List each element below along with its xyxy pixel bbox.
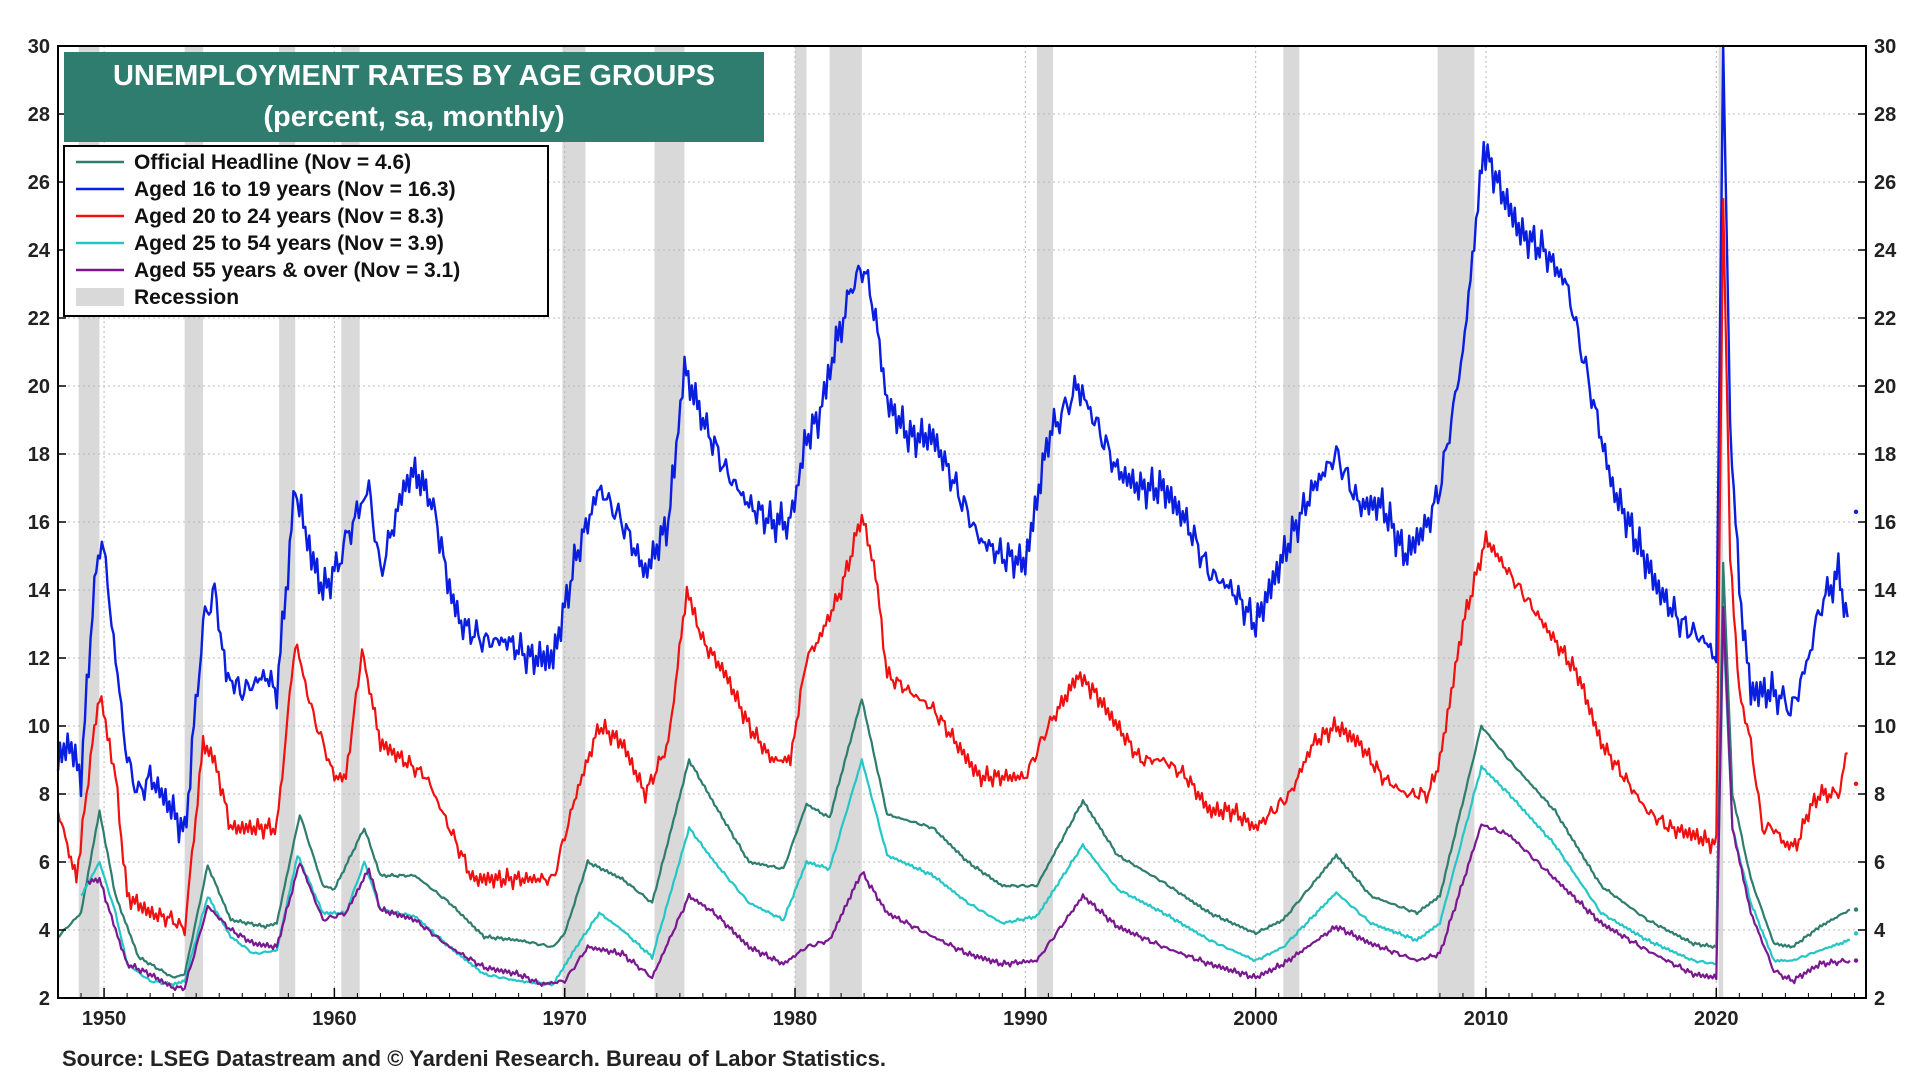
- y-tick-label-left: 4: [39, 920, 51, 942]
- series-line-2: [56, 197, 1848, 937]
- source-note: Source: LSEG Datastream and © Yardeni Re…: [62, 1046, 886, 1071]
- legend-label: Aged 20 to 24 years (Nov = 8.3): [134, 205, 444, 228]
- title-box: UNEMPLOYMENT RATES BY AGE GROUPS (percen…: [64, 52, 764, 142]
- legend: Official Headline (Nov = 4.6) Aged 16 to …: [63, 145, 549, 317]
- y-tick-label-right: 12: [1874, 648, 1896, 670]
- y-tick-label-right: 18: [1874, 444, 1896, 466]
- y-tick-label-left: 24: [28, 240, 51, 262]
- y-tick-label-left: 2: [39, 988, 50, 1010]
- y-tick-label-left: 28: [28, 104, 50, 126]
- y-tick-label-left: 20: [28, 376, 50, 398]
- legend-label: Recession: [134, 286, 239, 309]
- y-tick-label-right: 2: [1874, 988, 1885, 1010]
- series-line-4: [86, 605, 1851, 992]
- y-tick-label-right: 26: [1874, 172, 1896, 194]
- end-marker: [1853, 958, 1859, 963]
- y-tick-label-right: 4: [1874, 920, 1886, 942]
- end-markers: [1853, 509, 1859, 963]
- legend-label: Aged 25 to 54 years (Nov = 3.9): [134, 232, 444, 255]
- x-tick-label: 1980: [773, 1008, 818, 1030]
- end-marker: [1853, 931, 1859, 936]
- legend-box: [63, 145, 549, 317]
- y-tick-label-left: 12: [28, 648, 50, 670]
- y-tick-label-right: 24: [1874, 240, 1897, 262]
- x-tick-label: 2000: [1233, 1008, 1278, 1030]
- y-tick-label-left: 8: [39, 784, 50, 806]
- series-lines: [56, 44, 1851, 992]
- legend-swatch: [76, 288, 124, 306]
- x-tick-label: 1990: [1003, 1008, 1048, 1030]
- y-tick-label-right: 20: [1874, 376, 1896, 398]
- series-line-0: [57, 561, 1851, 979]
- legend-label: Official Headline (Nov = 4.6): [134, 151, 411, 174]
- y-tick-label-right: 10: [1874, 716, 1896, 738]
- x-axis: 1950 1960 1970 1980 1990 2000 2010 2020: [80, 988, 1855, 1030]
- y-tick-label-left: 6: [39, 852, 50, 874]
- end-marker: [1853, 907, 1859, 912]
- y-tick-label-left: 16: [28, 512, 50, 534]
- y-tick-label-left: 22: [28, 308, 50, 330]
- legend-label: Aged 55 years & over (Nov = 3.1): [134, 259, 460, 282]
- chart-title: UNEMPLOYMENT RATES BY AGE GROUPS: [113, 60, 715, 92]
- y-tick-label-left: 26: [28, 172, 50, 194]
- y-tick-label-right: 28: [1874, 104, 1896, 126]
- x-tick-label: 1970: [542, 1008, 587, 1030]
- y-tick-label-right: 6: [1874, 852, 1885, 874]
- series-line-1: [56, 44, 1849, 844]
- y-tick-label-left: 10: [28, 716, 50, 738]
- y-tick-label-right: 16: [1874, 512, 1896, 534]
- end-marker: [1853, 781, 1859, 786]
- legend-label: Aged 16 to 19 years (Nov = 16.3): [134, 178, 456, 201]
- y-tick-label-left: 18: [28, 444, 50, 466]
- recession-band: [795, 46, 807, 998]
- x-tick-label: 2010: [1464, 1008, 1509, 1030]
- recession-band: [1718, 46, 1724, 998]
- y-tick-label-left: 30: [28, 36, 50, 58]
- y-tick-label-right: 30: [1874, 36, 1896, 58]
- y-tick-label-right: 8: [1874, 784, 1885, 806]
- y-tick-label-right: 14: [1874, 580, 1897, 602]
- x-tick-label: 2020: [1694, 1008, 1739, 1030]
- x-tick-label: 1950: [82, 1008, 127, 1030]
- end-marker: [1853, 509, 1859, 514]
- x-tick-label: 1960: [312, 1008, 357, 1030]
- y-tick-label-left: 14: [28, 580, 51, 602]
- chart-subtitle: (percent, sa, monthly): [263, 101, 564, 133]
- y-tick-label-right: 22: [1874, 308, 1896, 330]
